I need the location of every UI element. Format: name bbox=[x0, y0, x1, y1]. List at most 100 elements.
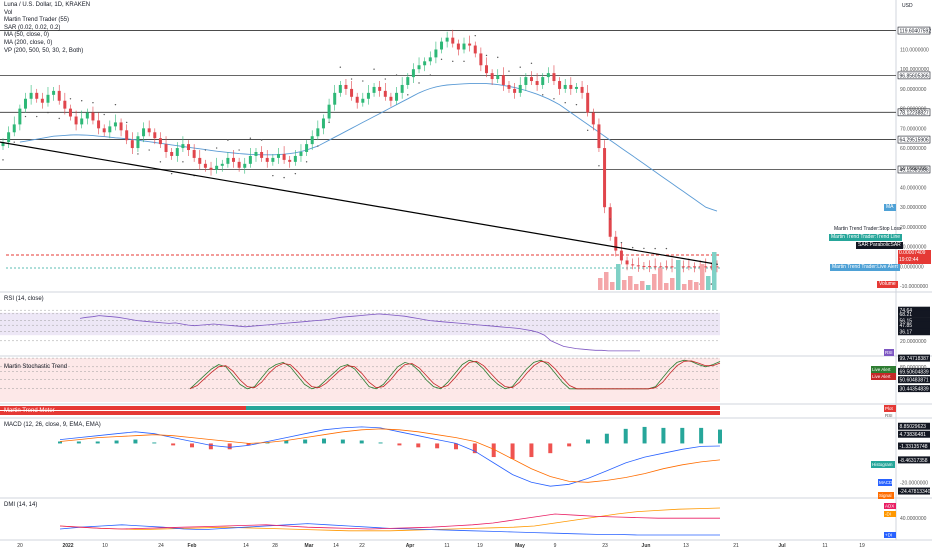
candle bbox=[265, 157, 269, 162]
candle bbox=[400, 84, 404, 93]
meter-cell bbox=[342, 406, 348, 410]
sar-dot bbox=[575, 103, 578, 106]
macd-tag: 4.73836481 bbox=[900, 432, 927, 438]
sar-dot bbox=[204, 149, 207, 151]
candle bbox=[158, 138, 162, 145]
candle bbox=[361, 98, 365, 103]
macd-tag: -1.33135748 bbox=[900, 444, 928, 450]
candle bbox=[147, 128, 151, 133]
macd-histogram-bar bbox=[133, 439, 138, 444]
sar-dot bbox=[542, 94, 544, 96]
legend-ma200[interactable]: MA (200, close, 0) bbox=[4, 39, 53, 46]
candle bbox=[40, 98, 44, 103]
meter-cell bbox=[192, 406, 198, 410]
stoch-pane-label[interactable]: Martin Stochastic Trend bbox=[4, 364, 68, 370]
candle bbox=[456, 43, 460, 50]
candle bbox=[687, 266, 691, 268]
candle bbox=[355, 96, 359, 103]
meter-cell bbox=[516, 406, 522, 410]
candle bbox=[74, 116, 78, 125]
candle bbox=[46, 94, 50, 103]
candle bbox=[417, 65, 421, 70]
legend-symbol[interactable]: Luna / U.S. Dollar, 1D, KRAKEN bbox=[4, 2, 91, 8]
time-axis[interactable]: 20 2022 10 24 Feb 14 28 Mar 14 22 Apr 11 19 May 9 23 Jun… bbox=[17, 543, 865, 549]
legend-ma50[interactable]: MA (50, close, 0) bbox=[4, 32, 50, 39]
time-tick: Jun bbox=[642, 543, 651, 549]
meter-cell bbox=[270, 411, 276, 415]
legend-vp[interactable]: VP (200, 500, 50, 30, 2, Both) bbox=[4, 47, 84, 54]
candle bbox=[490, 73, 494, 80]
meter-cell bbox=[264, 406, 270, 410]
meter-pane-label[interactable]: Martin Trend Meter bbox=[4, 408, 55, 414]
meter-cell bbox=[144, 406, 150, 410]
rsi-line bbox=[79, 313, 640, 352]
volume-bar bbox=[622, 280, 627, 290]
stoch-tag-box bbox=[898, 385, 930, 393]
meter-cell bbox=[414, 411, 420, 415]
macd-line bbox=[59, 426, 721, 487]
meter-cell bbox=[360, 406, 366, 410]
time-tick: 21 bbox=[733, 543, 739, 549]
trendline-group[interactable] bbox=[0, 141, 718, 265]
meter-cell bbox=[582, 411, 588, 415]
sar-dot bbox=[519, 66, 521, 68]
sar-dot bbox=[609, 218, 611, 220]
macd-histogram-bar bbox=[208, 443, 213, 450]
price-axis[interactable]: 110.0000000 100.0000000 90.0000000 80.00000… bbox=[872, 29, 931, 538]
candle bbox=[310, 136, 314, 145]
meter-cell bbox=[120, 411, 126, 415]
candle bbox=[603, 148, 607, 208]
signal-tag-side bbox=[878, 492, 894, 499]
legend-volume[interactable]: Vol bbox=[4, 9, 13, 16]
meter-cell bbox=[258, 411, 264, 415]
sar-dot bbox=[317, 145, 319, 147]
macd-histogram-bar bbox=[416, 443, 421, 448]
macd-histogram-bar bbox=[76, 441, 81, 444]
time-tick: 13 bbox=[683, 543, 689, 549]
dmi-tick: 40.0000000 bbox=[900, 516, 927, 522]
meter-cell bbox=[390, 411, 396, 415]
meter-cell bbox=[198, 411, 204, 415]
meter-cell bbox=[606, 406, 612, 410]
time-tick: 19 bbox=[477, 543, 483, 549]
candle bbox=[648, 266, 652, 268]
meter-cell bbox=[420, 406, 426, 410]
time-tick: 2022 bbox=[62, 543, 73, 549]
meter-cell bbox=[462, 406, 468, 410]
meter-cell bbox=[312, 406, 318, 410]
meter-cell bbox=[90, 411, 96, 415]
macd-tag-side-label: MACD bbox=[879, 480, 893, 485]
volume-bar bbox=[640, 281, 645, 290]
rsi-pane-label[interactable]: RSI (14, close) bbox=[4, 296, 44, 302]
rsi-tag-box bbox=[898, 317, 930, 325]
sar-dot bbox=[407, 94, 409, 96]
sar-dot bbox=[564, 102, 566, 104]
dmi-pane-label[interactable]: DMI (14, 14) bbox=[4, 502, 38, 508]
time-tick: Apr bbox=[406, 543, 415, 549]
meter-cell bbox=[324, 411, 330, 415]
sar-dot bbox=[631, 246, 634, 249]
meter-cell bbox=[84, 411, 90, 415]
candle bbox=[203, 163, 207, 168]
meter-cell bbox=[630, 406, 636, 410]
macd-histogram-bar bbox=[661, 427, 666, 444]
meter-cell bbox=[306, 406, 312, 410]
meter-cell bbox=[18, 411, 24, 415]
meter-cell bbox=[444, 411, 450, 415]
legend-sar[interactable]: SAR (0.02, 0.02, 0.2) bbox=[4, 24, 61, 31]
candle bbox=[187, 144, 191, 151]
meter-cell bbox=[36, 411, 42, 415]
meter-cell bbox=[456, 411, 462, 415]
legend-trend-trader[interactable]: Martin Trend Trader (55) bbox=[4, 17, 70, 24]
meter-cell bbox=[60, 406, 66, 410]
macd-pane-label[interactable]: MACD (12, 26, close, 9, EMA, EMA) bbox=[4, 422, 101, 428]
meter-cell bbox=[528, 406, 534, 410]
sar-dot bbox=[452, 60, 454, 63]
candle bbox=[642, 265, 646, 267]
candle bbox=[462, 43, 466, 50]
candle bbox=[237, 161, 241, 168]
meter-cell bbox=[714, 406, 720, 410]
meter-cell bbox=[66, 411, 72, 415]
candle bbox=[113, 122, 117, 127]
